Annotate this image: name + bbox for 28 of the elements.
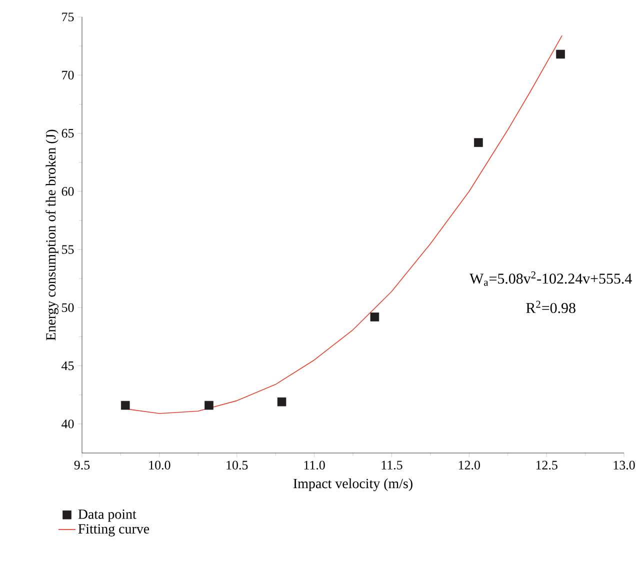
annotation: W$_{a}$=5.08v$^{2}$-102.24v+555.4	[470, 271, 632, 286]
y-tick-label: 40	[62, 420, 74, 428]
point	[120, 400, 130, 410]
x-tick-label: 10.5	[226, 460, 248, 470]
legend-label: Fitting curve	[78, 524, 150, 536]
x-tick-label: 11.0	[304, 460, 325, 470]
point	[474, 138, 483, 147]
point	[370, 312, 380, 322]
point	[277, 397, 286, 406]
y-tick-label: 60	[62, 187, 74, 196]
x-tick-label: 11.5	[382, 460, 402, 470]
x-tick-label: 9.5	[74, 460, 90, 470]
point	[204, 400, 214, 410]
y-axis-title: Energy consumption of the broken (J)	[46, 130, 58, 340]
x-tick-label: 12.0	[458, 460, 480, 470]
y-tick-label: 65	[62, 128, 74, 138]
y-tick-label: 45	[62, 361, 74, 370]
y-tick-label: 75	[62, 12, 74, 22]
x-axis-title: Impact velocity (m/s)	[293, 478, 412, 492]
y-tick-label: 55	[62, 245, 74, 254]
x-tick-label: 12.5	[536, 460, 558, 470]
x-tick-label: 10.0	[149, 460, 170, 470]
point	[556, 50, 565, 59]
y-tick-label: 70	[62, 70, 74, 80]
y-tick-label: 50	[62, 303, 74, 312]
legend-label: Data point	[78, 510, 136, 522]
x-tick-label: 13.0	[614, 460, 635, 470]
annotation: R$^{2}$=0.98	[526, 300, 576, 314]
